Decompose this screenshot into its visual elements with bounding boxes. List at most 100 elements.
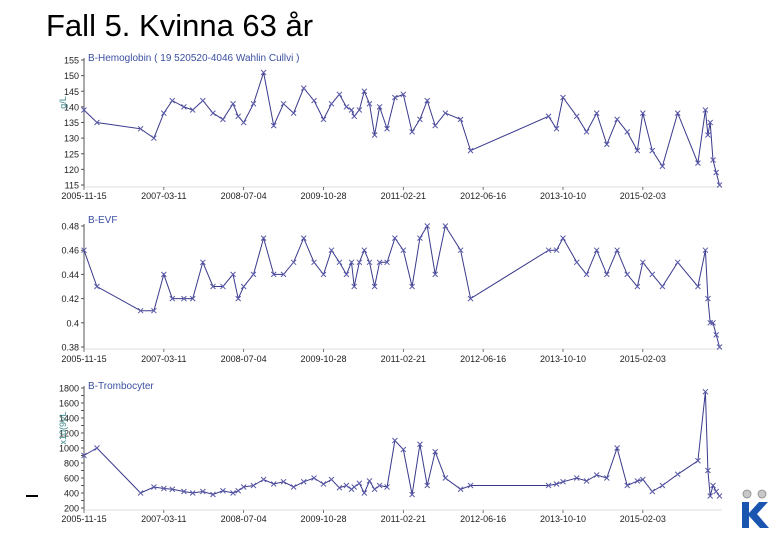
data-point	[81, 247, 87, 254]
data-point	[593, 110, 600, 116]
data-point	[560, 478, 566, 485]
data-point	[384, 259, 390, 266]
data-point	[593, 472, 600, 478]
data-point	[151, 135, 157, 141]
data-point	[160, 485, 167, 492]
data-point	[189, 490, 196, 496]
data-point	[270, 271, 277, 278]
y-tick-label: 0.38	[61, 343, 79, 353]
data-point	[457, 247, 464, 254]
y-tick-label: 0.42	[61, 294, 79, 304]
data-point	[169, 97, 176, 104]
data-point	[351, 113, 358, 120]
data-point	[220, 116, 226, 123]
data-point	[220, 487, 226, 494]
data-point	[280, 478, 287, 485]
data-point	[457, 116, 464, 123]
y-tick-label: 135	[64, 118, 79, 128]
data-point	[290, 484, 297, 490]
data-point	[361, 88, 368, 95]
data-point	[614, 247, 620, 254]
data-point	[702, 247, 709, 254]
data-point	[290, 259, 297, 266]
data-point	[181, 295, 187, 302]
data-point	[137, 125, 144, 132]
data-point	[614, 445, 620, 451]
data-point	[343, 104, 350, 110]
data-point	[624, 129, 631, 135]
data-point	[659, 482, 666, 489]
data-point	[361, 247, 368, 254]
data-point	[235, 295, 242, 302]
data-point	[199, 259, 206, 266]
x-tick-label: 2015-02-03	[620, 514, 666, 524]
y-tick-label: 115	[65, 181, 79, 191]
data-point	[639, 259, 646, 266]
data-point	[467, 147, 474, 154]
y-tick-label: 155	[64, 56, 79, 66]
data-point	[270, 481, 277, 487]
data-point	[260, 69, 267, 76]
data-point	[603, 475, 610, 481]
data-point	[199, 97, 206, 104]
data-point	[710, 319, 716, 326]
data-point	[336, 259, 343, 266]
data-point	[250, 482, 257, 489]
data-point	[392, 235, 398, 241]
data-point	[624, 482, 631, 489]
chart-panel	[58, 54, 730, 205]
data-point	[634, 283, 641, 290]
data-point	[593, 247, 600, 254]
data-point	[356, 480, 363, 487]
data-point	[583, 271, 590, 278]
data-point	[409, 491, 415, 498]
data-point	[392, 94, 398, 101]
data-point	[409, 129, 415, 135]
data-point	[705, 132, 711, 138]
y-tick-label: 600	[64, 474, 79, 484]
data-point	[366, 478, 373, 484]
data-point	[603, 141, 610, 148]
y-tick-label: 1800	[59, 384, 79, 394]
data-point	[702, 107, 709, 113]
data-point	[240, 119, 247, 126]
data-point	[716, 493, 723, 499]
data-point	[649, 488, 656, 495]
x-tick-label: 2011-02-21	[381, 191, 426, 201]
data-point	[371, 283, 378, 290]
data-point	[240, 283, 247, 290]
data-point	[614, 116, 620, 123]
data-point	[545, 113, 552, 120]
data-point	[371, 132, 378, 138]
x-tick-label: 2009-10-28	[300, 514, 346, 524]
data-point	[702, 388, 709, 395]
data-point	[710, 482, 716, 489]
data-point	[560, 94, 566, 101]
y-tick-label: 800	[64, 459, 79, 469]
x-tick-label: 2012-06-16	[460, 514, 506, 524]
y-tick-label: 400	[64, 489, 79, 499]
x-tick-label: 2009-10-28	[300, 191, 346, 201]
x-tick-label: 2007-03-11	[141, 191, 186, 201]
data-point	[81, 107, 87, 113]
data-point	[553, 125, 560, 132]
data-point	[400, 91, 407, 98]
data-point	[160, 271, 167, 278]
data-point	[210, 491, 216, 498]
data-point	[432, 122, 439, 129]
x-tick-label: 2009-10-28	[300, 354, 346, 364]
data-point	[181, 488, 187, 495]
y-axis-label: x10(9)/L	[58, 411, 68, 444]
data-point	[659, 163, 666, 170]
data-point	[320, 271, 327, 278]
data-point	[707, 493, 714, 499]
data-point	[457, 486, 464, 493]
data-point	[230, 490, 236, 496]
data-point	[384, 484, 390, 490]
x-tick-label: 2011-02-21	[381, 354, 426, 364]
y-axis-label: g/L	[58, 96, 68, 109]
x-tick-label: 2007-03-11	[141, 354, 186, 364]
data-point	[366, 259, 373, 266]
data-point	[348, 259, 355, 266]
k-logo-icon	[738, 488, 772, 530]
